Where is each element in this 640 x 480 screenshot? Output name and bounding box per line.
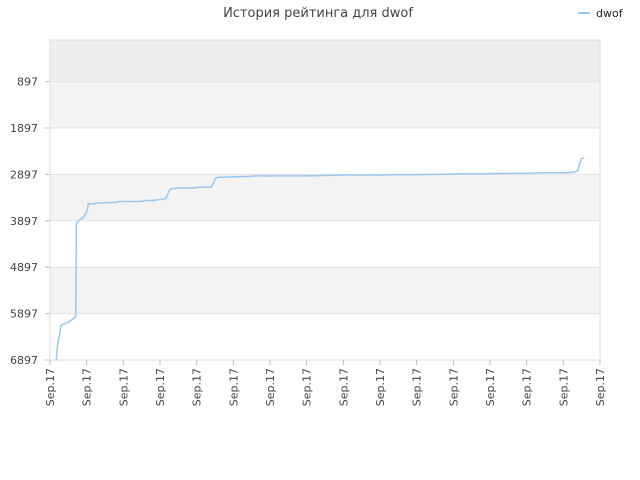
- data-point: [269, 175, 271, 177]
- y-tick-label: 6897: [10, 354, 38, 367]
- data-point: [74, 315, 77, 318]
- data-point: [582, 157, 585, 160]
- chart-title: История рейтинга для dwof: [223, 6, 413, 21]
- x-tick-label: Sep.17: [411, 368, 424, 406]
- data-point: [177, 187, 180, 189]
- data-point: [115, 201, 117, 204]
- data-point: [577, 169, 579, 172]
- data-point: [75, 222, 78, 225]
- plot-area-frame: [49, 39, 601, 361]
- y-tick-label: 5897: [10, 308, 38, 321]
- plot-band: [50, 267, 600, 314]
- x-axis-ticks: Sep.17 Sep.17 Sep.17 Sep.17 Sep.17 Sep.17 Sep.…: [44, 360, 607, 406]
- data-point: [56, 347, 59, 350]
- data-point: [67, 321, 70, 323]
- data-point: [57, 340, 59, 343]
- data-point: [525, 172, 528, 175]
- x-tick-label: Sep.17: [484, 368, 497, 406]
- data-point: [140, 200, 143, 203]
- plot-band: [50, 40, 600, 82]
- data-point: [573, 171, 576, 174]
- data-point: [93, 202, 95, 205]
- data-point: [254, 175, 257, 177]
- data-point: [96, 201, 99, 204]
- data-point: [250, 175, 253, 178]
- data-point: [170, 187, 172, 190]
- plot-band: [50, 313, 600, 360]
- data-point: [173, 187, 176, 190]
- plot-band: [50, 174, 600, 221]
- data-point: [379, 174, 381, 176]
- data-point: [217, 176, 220, 179]
- y-tick-label: 2897: [10, 168, 38, 181]
- data-point: [144, 199, 147, 202]
- data-point: [540, 171, 543, 174]
- y-tick-label: 897: [17, 76, 38, 89]
- data-point: [192, 187, 194, 189]
- data-point: [452, 173, 455, 175]
- data-point: [215, 176, 218, 179]
- y-tick-label: 1897: [10, 122, 38, 135]
- y-tick-label: 4897: [10, 261, 38, 274]
- data-point: [199, 186, 202, 188]
- data-point: [397, 173, 400, 176]
- data-point: [210, 186, 213, 188]
- plot-band: [50, 128, 600, 175]
- data-point: [82, 216, 84, 219]
- legend[interactable]: dwof: [578, 7, 624, 20]
- data-point: [168, 189, 171, 192]
- data-point: [166, 194, 169, 197]
- data-point: [83, 214, 86, 217]
- data-point: [489, 172, 491, 175]
- legend-label-dwof: dwof: [596, 7, 624, 20]
- data-point: [580, 157, 583, 160]
- data-point: [578, 162, 581, 164]
- data-point: [324, 174, 326, 177]
- x-tick-label: Sep.17: [594, 368, 607, 406]
- x-tick-label: Sep.17: [521, 368, 534, 406]
- data-point: [87, 202, 90, 205]
- plot-band: [50, 220, 600, 268]
- data-point: [85, 210, 88, 213]
- series-line-dwof: [55, 157, 584, 361]
- data-point: [305, 175, 308, 177]
- data-point: [195, 186, 198, 189]
- data-point: [78, 219, 81, 221]
- data-point: [151, 199, 154, 202]
- data-point: [164, 197, 167, 200]
- data-point: [221, 176, 224, 179]
- x-tick-label: Sep.17: [447, 368, 460, 406]
- x-tick-label: Sep.17: [337, 368, 350, 406]
- data-point: [562, 171, 565, 174]
- plot-band: [50, 81, 600, 129]
- data-point: [467, 172, 469, 175]
- series-layer: [55, 157, 585, 361]
- data-point: [342, 174, 345, 176]
- x-tick-label: Sep.17: [154, 368, 167, 406]
- x-tick-label: Sep.17: [44, 368, 57, 406]
- x-tick-label: Sep.17: [117, 368, 130, 406]
- data-point: [100, 201, 103, 204]
- data-point: [55, 359, 58, 361]
- data-point: [60, 324, 62, 327]
- x-tick-label: Sep.17: [191, 368, 204, 406]
- data-point: [58, 336, 61, 338]
- data-point: [232, 175, 235, 178]
- x-tick-label: Sep.17: [81, 368, 94, 406]
- x-tick-label: Sep.17: [227, 368, 240, 406]
- x-tick-label: Sep.17: [264, 368, 277, 406]
- y-tick-label: 3897: [10, 215, 38, 228]
- data-point: [59, 329, 62, 331]
- x-tick-label: Sep.17: [557, 368, 570, 406]
- y-axis-ticks: 897 1897 2897 3897 4897 5897 6897: [10, 76, 50, 367]
- x-tick-label: Sep.17: [374, 368, 387, 406]
- x-tick-label: Sep.17: [301, 368, 314, 406]
- data-point: [415, 173, 418, 176]
- data-point: [214, 178, 216, 181]
- data-point: [118, 200, 121, 203]
- plot-bands: [50, 40, 600, 360]
